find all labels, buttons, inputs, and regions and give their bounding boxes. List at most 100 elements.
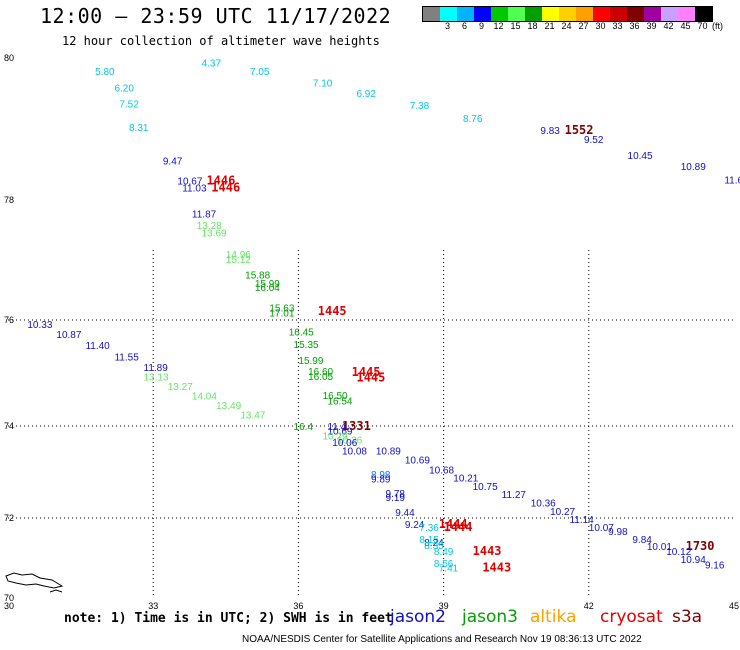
legend-swatch [678,7,695,21]
wave-height-label: 8.56 [434,559,454,570]
wave-height-label: 16.54 [327,396,352,407]
wave-height-label: 13.28 [197,221,222,232]
wave-height-label: 7.05 [250,67,270,78]
wave-height-label: 16.50 [323,391,348,402]
pass-time-label: 1552 [565,123,594,137]
wave-height-label: 13.47 [240,411,265,422]
wave-height-label: 4.37 [202,59,222,70]
wave-height-label: 16.60 [308,367,333,378]
legend-value: 70 [697,21,708,31]
lon-tick-label: 36 [293,601,303,611]
wave-height-label: 9.98 [608,527,628,538]
legend-value: 15 [510,21,521,31]
legend-value: 45 [680,21,691,31]
legend-value: 12 [493,21,504,31]
observation-labels: 4.37 5.80 7.05 6.20 7.10 6.92 7.52 7.38 8.76 8.31… [27,59,740,575]
wave-height-label: 11.40 [85,341,110,352]
wave-height-label: 10.89 [376,447,401,458]
lon-tick-label: 30 [4,601,14,611]
wave-height-label: 10.67 [177,176,202,187]
legend-labels: 3 6 9 12 15 18 21 24 27 30 33 36 39 42 45 70 [422,21,711,31]
wave-height-label: 9.84 [632,535,652,546]
lat-tick-label: 80 [4,53,14,63]
legend-swatch [644,7,661,21]
legend-swatch [491,7,508,21]
wave-height-label: 8.98 [371,470,391,481]
lon-tick-label: 39 [439,601,449,611]
pass-time-label: 1730 [686,539,715,553]
satellite-name: jason3 [462,607,518,627]
wave-height-label: 8.31 [129,123,149,134]
wave-height-label: 11.55 [114,352,139,363]
lat-tick-label: 76 [4,315,14,325]
wave-height-label: 10.08 [342,447,367,458]
lon-tick-label: 33 [148,601,158,611]
pass-time-label: 1444 [439,517,468,531]
legend-swatch [576,7,593,21]
legend-value: 9 [478,21,484,31]
wave-height-label: 17.01 [269,308,294,319]
legend-value: 21 [544,21,555,31]
legend-value: 27 [578,21,589,31]
pass-time-label: 1446 [211,180,240,194]
wave-height-label: 10.87 [56,330,81,341]
legend-swatch [559,7,576,21]
wave-height-label: 5.80 [95,67,115,78]
wave-height-label: 13.27 [168,382,193,393]
legend-swatch [525,7,542,21]
wave-height-label: 10.69 [405,456,430,467]
pass-time-label: 1445 [318,304,347,318]
pass-time-label: 1446 [206,173,235,187]
coastline-island-tip [49,589,63,593]
legend-swatch [440,7,457,21]
legend-swatch [542,7,559,21]
satellite-name: jason2 [390,607,446,627]
wave-height-label: 7.38 [410,101,430,112]
legend-value: 6 [461,21,467,31]
wave-height-label: 16.04 [255,283,280,294]
wave-height-label: 15.88 [245,271,270,282]
pass-time-label: 1444 [444,520,473,534]
wave-height-label: 8.24 [424,538,444,549]
wave-height-label: 9.52 [584,135,604,146]
wave-height-label: 10.33 [27,320,52,331]
legend-value [422,21,439,31]
coastline-island [5,572,64,589]
wave-height-label: 10.94 [681,555,706,566]
satellite-name: altika [530,607,577,627]
wave-height-label: 8.15 [419,535,439,546]
wave-height-label: 10.01 [647,542,672,553]
legend-unit: (ft) [712,21,723,31]
pass-time-label: 1445 [352,365,381,379]
lon-tick-label: 42 [584,601,594,611]
legend-swatch [627,7,644,21]
wave-height-label: 11.03 [182,183,207,194]
legend-value: 24 [561,21,572,31]
wave-height-label: 10.89 [681,162,706,173]
legend-value: 39 [646,21,657,31]
wave-height-label: 15.12 [226,255,251,266]
legend-swatch [474,7,491,21]
wave-height-label: 9.89 [371,475,391,486]
color-legend [422,6,713,22]
wave-height-label: 16.45 [289,327,314,338]
wave-height-label: 10.06 [332,438,357,449]
wave-height-label: 10.68 [429,465,454,476]
wave-height-label: 15.63 [269,304,294,315]
pass-time-label: 1445 [356,370,385,384]
legend-value: 18 [527,21,538,31]
satellite-name: cryosat [600,607,663,627]
wave-height-label: 6.92 [356,89,376,100]
wave-height-label: 14.04 [192,392,217,403]
pass-time-label: 1331 [342,419,371,433]
legend-value: 3 [444,21,450,31]
wave-height-label: 9.16 [705,560,725,571]
lat-tick-label: 74 [4,421,14,431]
pass-time-label: 1443 [482,561,511,575]
legend-swatch [695,7,712,21]
legend-value: 30 [595,21,606,31]
legend-swatch [508,7,525,21]
map-title: 12:00 – 23:59 UTC 11/17/2022 [40,4,392,28]
legend-swatch [661,7,678,21]
wave-height-label: 7.41 [439,564,459,575]
